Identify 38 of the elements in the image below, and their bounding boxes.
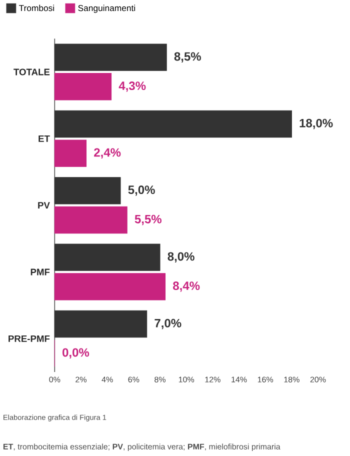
bar: [54, 44, 167, 71]
y-tick-label: TOTALE: [14, 68, 50, 76]
data-label: 7,0%: [154, 318, 182, 330]
bar: [54, 310, 148, 338]
bar: [54, 73, 112, 100]
x-tick-label: 2%: [76, 376, 87, 382]
legend-label: Trombosi: [18, 4, 54, 12]
bar: [54, 110, 292, 138]
data-label: 0,0%: [62, 348, 90, 358]
bar: [54, 244, 160, 271]
y-tick-label: PV: [38, 202, 50, 209]
data-label: 8,5%: [174, 52, 201, 62]
data-label: 8,0%: [168, 252, 194, 262]
data-label: 8,4%: [173, 282, 200, 292]
legend-label: Sanguinamenti: [78, 4, 136, 13]
x-tick-label: 18%: [284, 376, 300, 382]
x-tick-label: 4%: [102, 376, 113, 382]
bar: [54, 273, 166, 300]
data-label: 5,5%: [134, 214, 162, 226]
bar: [54, 140, 87, 167]
text: ET, trombocitemia essenziale; PV, policitemia vera; PMF, mielofibrosi primaria: [3, 444, 280, 452]
data-label: 18,0%: [300, 118, 333, 130]
x-tick-label: 16%: [258, 376, 274, 382]
y-tick-label: PMF: [30, 268, 50, 276]
x-tick-label: 10%: [178, 376, 194, 382]
bar: [54, 177, 121, 204]
x-tick-label: 20%: [310, 376, 326, 382]
data-label: 5,0%: [128, 186, 155, 196]
bar: [54, 206, 128, 234]
data-label: 2,4%: [94, 148, 121, 158]
x-tick-label: 14%: [232, 376, 247, 382]
x-tick-label: 12%: [205, 376, 220, 382]
y-tick-label: PRE-PMF: [8, 335, 50, 342]
x-tick-label: 0%: [49, 376, 60, 382]
data-label: 4,3%: [118, 82, 146, 92]
y-tick-label: ET: [38, 135, 50, 142]
x-tick-label: 8%: [154, 376, 166, 382]
x-tick-label: 6%: [128, 376, 140, 382]
